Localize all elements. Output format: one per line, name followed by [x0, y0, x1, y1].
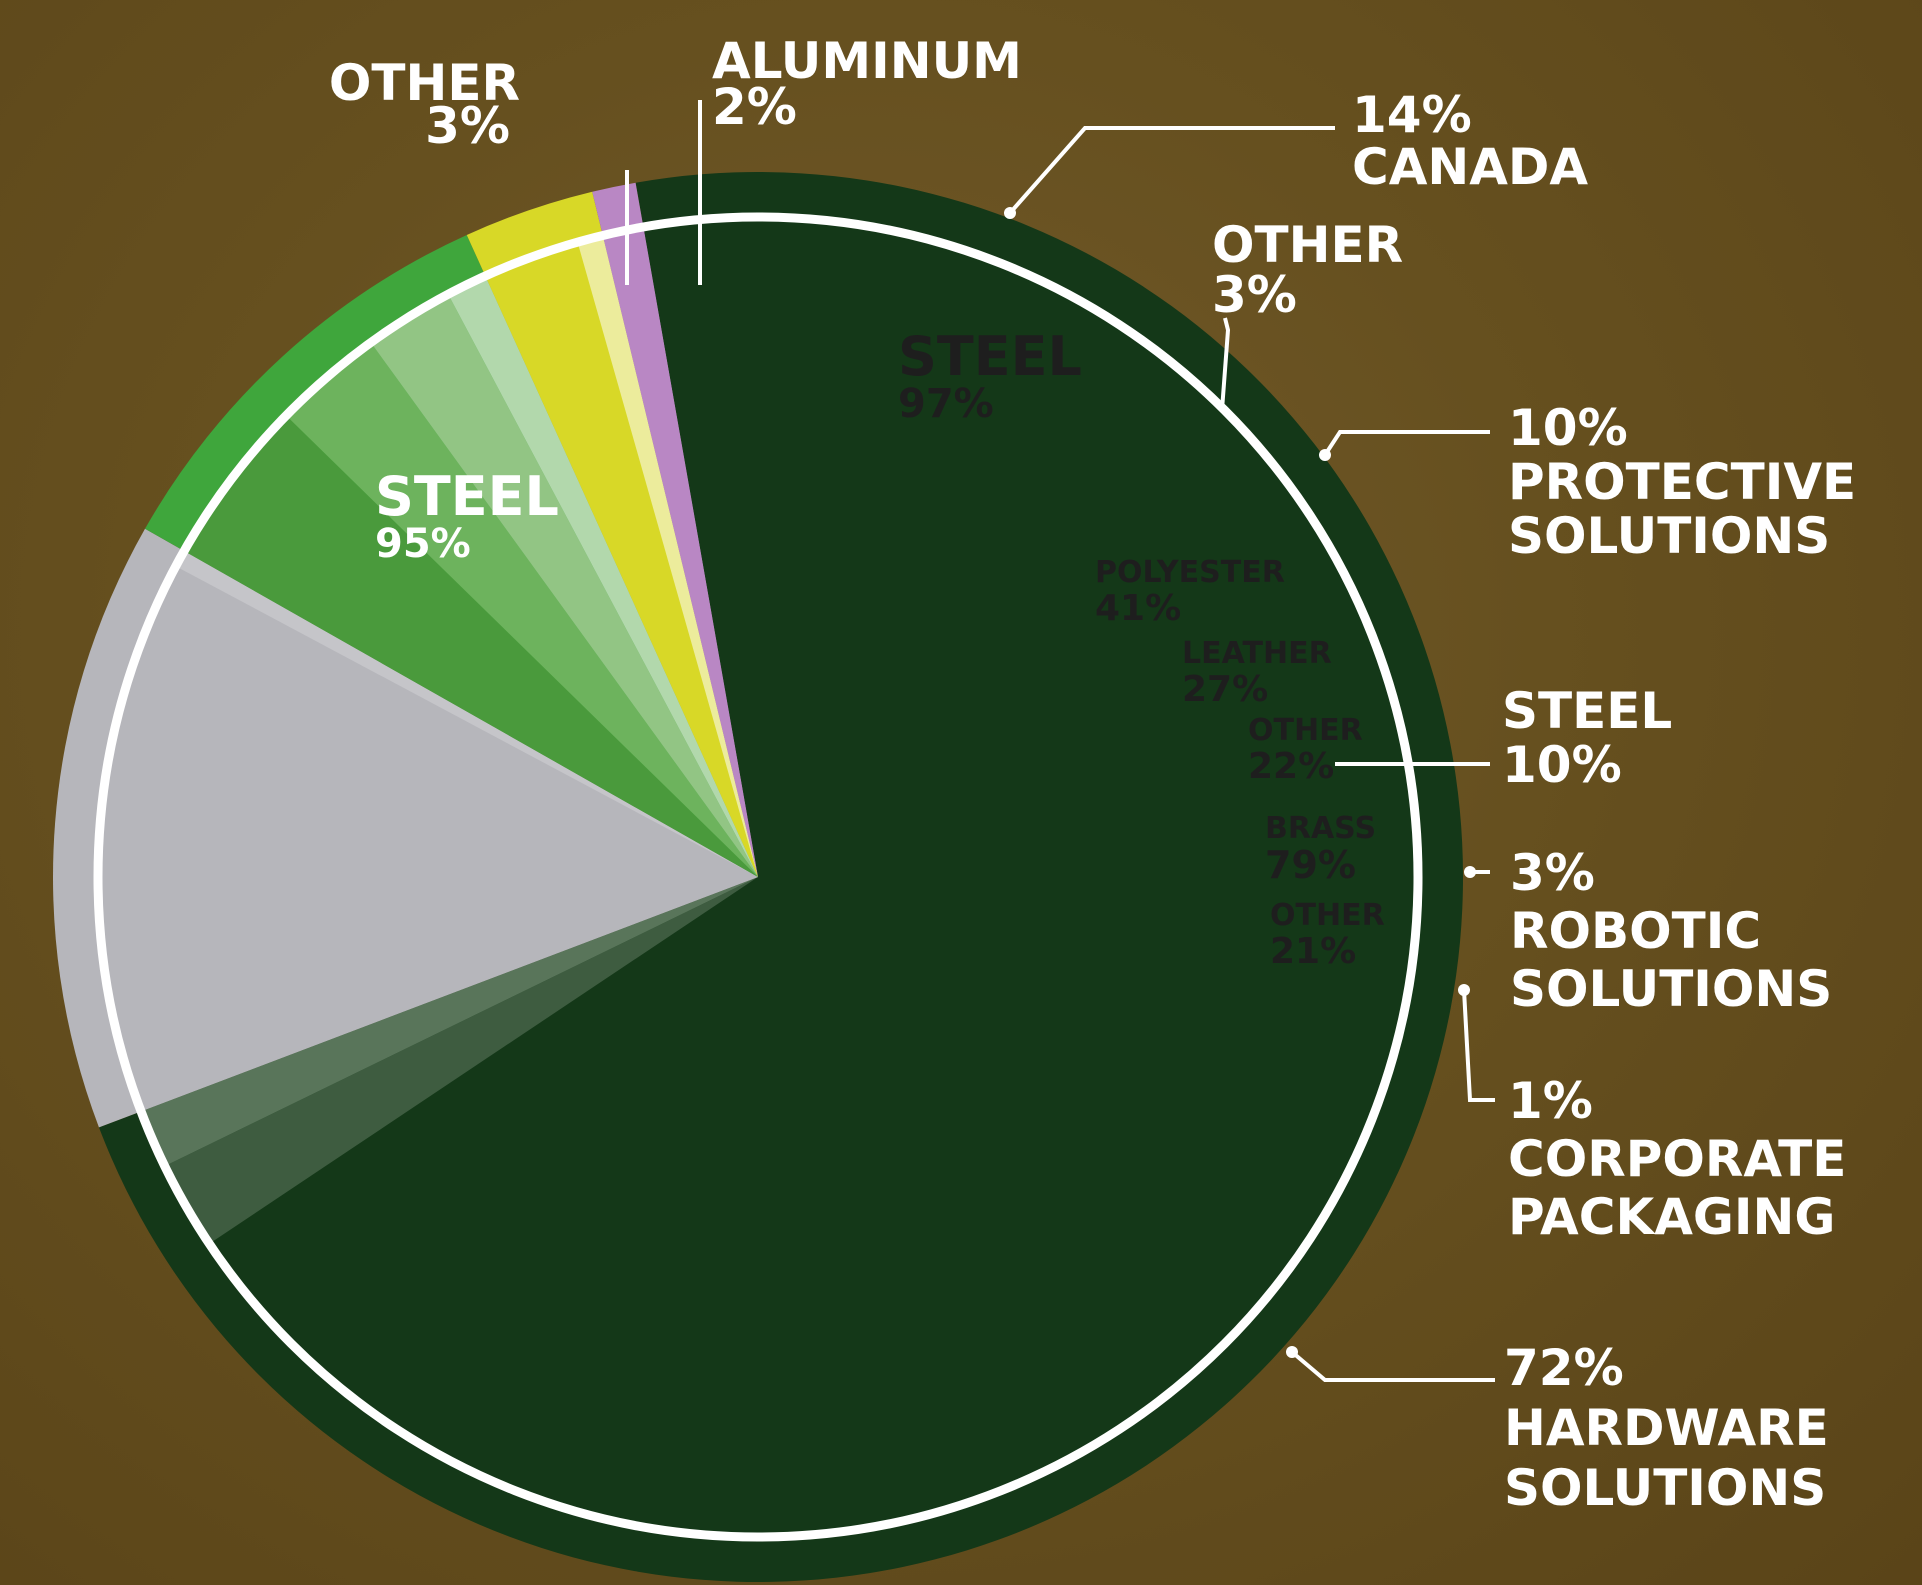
label-hardware-other-value: 3% [425, 97, 510, 155]
label-hardware-steel-name: STEEL [375, 465, 559, 528]
label-protective-polyester-name: POLYESTER [1095, 555, 1285, 590]
label-canada-name-1: CANADA [1352, 138, 1588, 196]
label-protective-steel-value: 10% [1502, 736, 1622, 794]
label-robotic-brass-value: 79% [1265, 843, 1356, 887]
label-robotic-brass-name: BRASS [1265, 811, 1376, 846]
label-robotic-other-name: OTHER [1270, 898, 1385, 933]
label-canada-value: 14% [1352, 86, 1472, 144]
label-canada-other-name: OTHER [1212, 216, 1403, 274]
label-robotic-name-1: ROBOTIC [1510, 902, 1761, 960]
inner-slice-canada-other [175, 551, 759, 877]
divider-ring [93, 212, 1423, 1542]
label-hardware-name-2: SOLUTIONS [1504, 1459, 1826, 1517]
label-protective-polyester-value: 41% [1095, 588, 1181, 629]
label-protective-name-1: PROTECTIVE [1508, 453, 1856, 511]
label-canada-other-value: 3% [1212, 266, 1297, 324]
label-robotic-name-2: SOLUTIONS [1510, 960, 1832, 1018]
leader-dot-label-canada [1004, 207, 1016, 219]
label-protective-other-value: 22% [1248, 746, 1334, 787]
label-protective-leather-name: LEATHER [1182, 636, 1332, 671]
segment-labels: OTHER3%ALUMINUM2%OTHER3%STEEL10%14%CANAD… [329, 32, 1856, 1517]
inner-slice-hardware-solutions-aluminum [141, 877, 758, 1167]
leader-dot-label-corporate [1458, 984, 1470, 996]
label-hardware-value: 72% [1504, 1339, 1624, 1397]
leader-dot-label-robotic [1464, 866, 1476, 878]
label-corporate-value: 1% [1508, 1072, 1593, 1130]
leader-label-protective [1323, 430, 1490, 457]
inner-slice-corporate-packaging [602, 227, 758, 877]
inner-slice-protective-solutions-polyester [184, 415, 758, 877]
label-hardware-aluminum-name: ALUMINUM [712, 32, 1022, 90]
label-protective-name-2: SOLUTIONS [1508, 507, 1830, 565]
leader-dot-label-protective [1319, 449, 1331, 461]
material-slices [98, 217, 1418, 1538]
label-corporate-name-1: CORPORATE [1508, 1130, 1846, 1188]
label-protective-steel-name: STEEL [1502, 682, 1672, 740]
label-hardware-other-name: OTHER [329, 54, 520, 112]
label-robotic-other-value: 21% [1270, 931, 1356, 972]
label-protective-value: 10% [1508, 399, 1628, 457]
label-hardware-steel-value: 95% [375, 521, 471, 567]
label-hardware-name-1: HARDWARE [1504, 1399, 1829, 1457]
leader-label-corporate [1462, 989, 1495, 1102]
inner-slice-canada-steel [98, 566, 759, 1112]
inner-slice-robotic-solutions-other [577, 235, 758, 877]
label-canada-steel-value: 97% [898, 381, 994, 427]
leader-label-hardware [1290, 1350, 1495, 1382]
inner-slice-hardware-solutions-steel [209, 217, 1418, 1538]
inner-slice-robotic-solutions-brass [485, 242, 758, 877]
label-canada: 14%CANADA [1352, 86, 1588, 196]
leader-dot-label-hardware [1286, 1346, 1298, 1358]
inner-slice-protective-solutions-other [370, 294, 758, 877]
leader-label-canada-other [1220, 317, 1231, 411]
label-robotic-value: 3% [1510, 844, 1595, 902]
inner-slice-protective-solutions-leather [286, 342, 758, 877]
label-hardware-aluminum-value: 2% [712, 78, 797, 136]
label-protective-other-name: OTHER [1248, 713, 1363, 748]
leader-label-canada [1008, 126, 1335, 215]
leader-lines [625, 100, 1495, 1382]
label-protective-leather-value: 27% [1182, 669, 1268, 710]
material-labels: STEEL95%STEEL97%POLYESTER41%LEATHER27%OT… [375, 325, 1385, 972]
inner-slice-protective-solutions-steel [448, 275, 758, 877]
inner-slice-hardware-solutions-other [164, 877, 759, 1244]
label-corporate-name-2: PACKAGING [1508, 1188, 1835, 1246]
label-canada-steel-name: STEEL [898, 325, 1082, 388]
